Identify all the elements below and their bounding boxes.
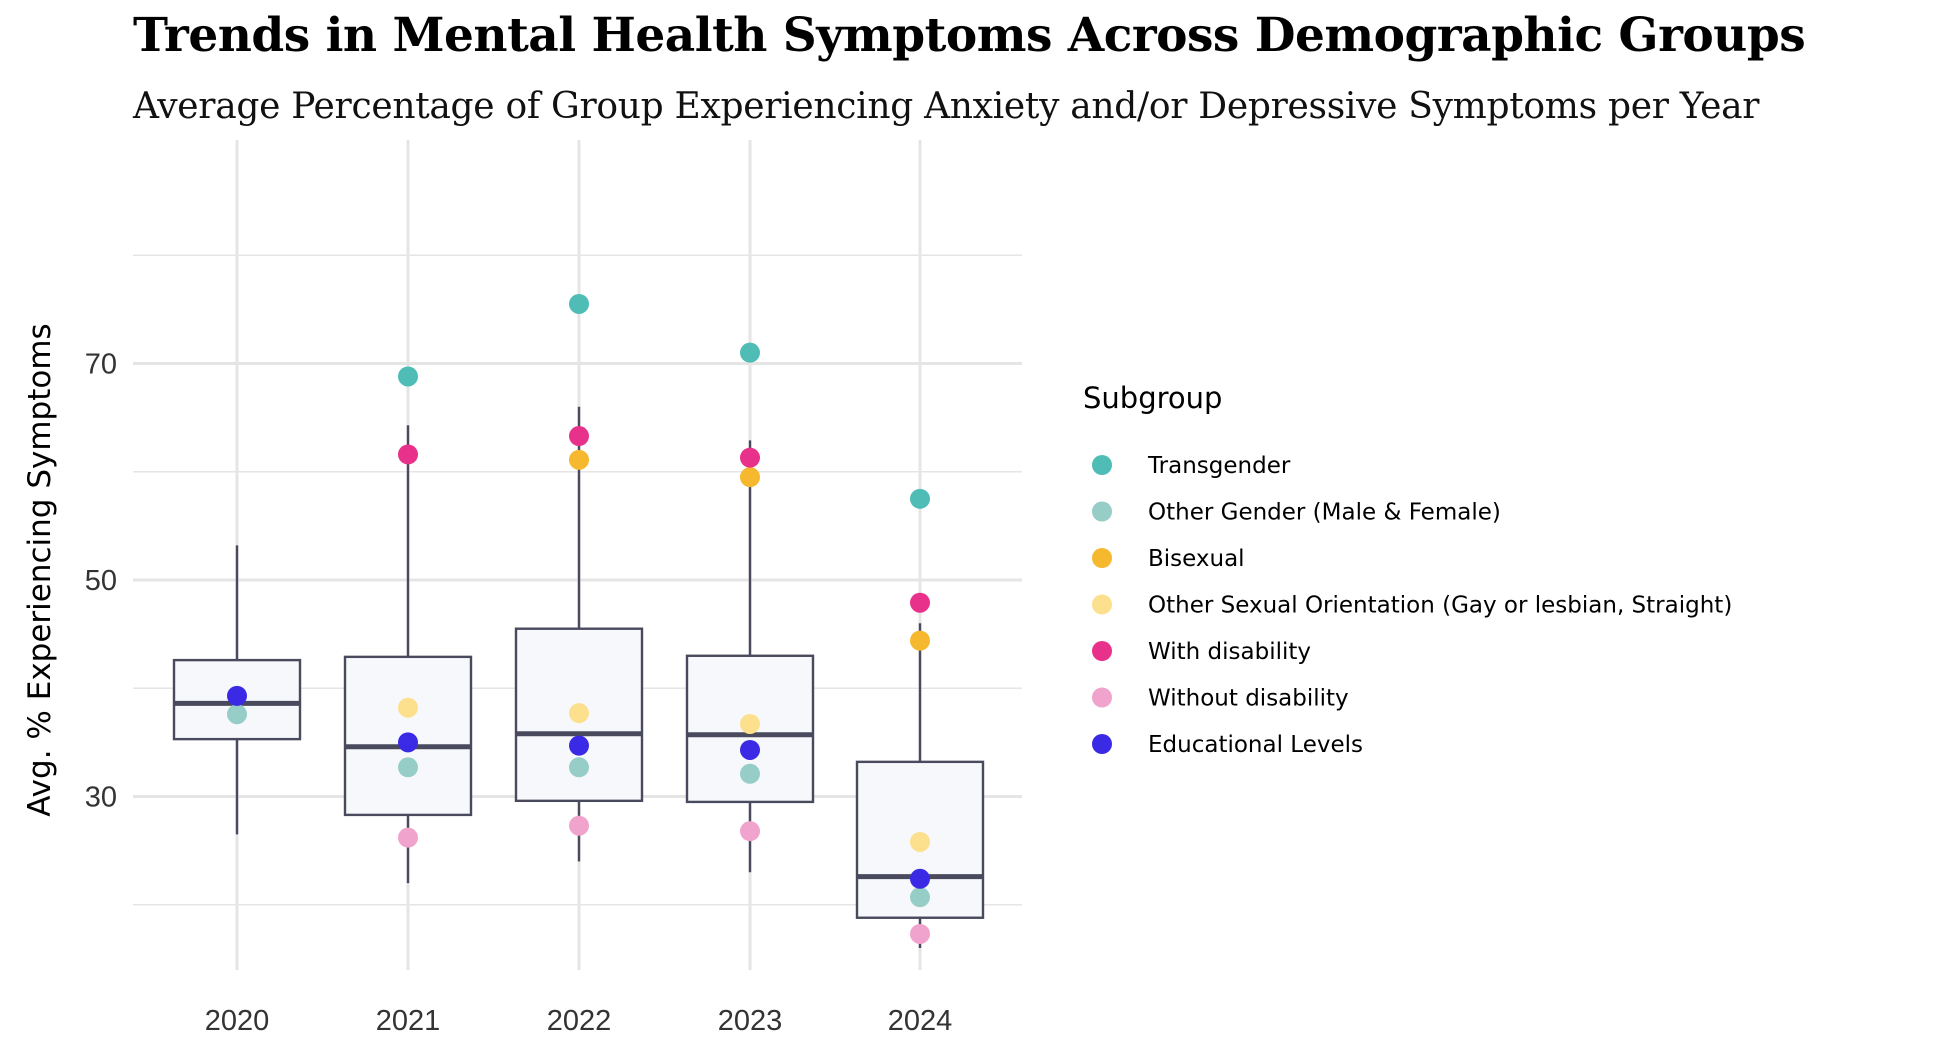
- boxplot-2023: [685, 440, 815, 873]
- point-other-gender-male-female--2022: [569, 757, 589, 778]
- boxplot-2022: [514, 406, 644, 862]
- y-tick-label: 50: [85, 565, 117, 597]
- y-tick-label: 70: [85, 349, 117, 381]
- legend-key: [1092, 594, 1112, 615]
- y-axis-ticks: 30 50 70: [85, 349, 117, 814]
- legend-title: Subgroup: [1083, 381, 1222, 415]
- legend-item: Educational Levels: [1092, 732, 1363, 758]
- legend-key: [1092, 548, 1112, 568]
- point-educational-levels-2022: [569, 735, 589, 756]
- point-bisexual-2024: [910, 630, 930, 651]
- point-educational-levels-2023: [740, 739, 760, 760]
- point-other-gender-male-female--2021: [398, 757, 418, 778]
- x-tick-label: 2022: [547, 1005, 612, 1037]
- legend-item: Transgender: [1092, 453, 1291, 479]
- boxplot-2021: [343, 425, 473, 884]
- point-transgender-2023: [740, 342, 760, 363]
- legend-key: [1092, 687, 1112, 708]
- y-axis-label: Avg. % Experiencing Symptoms: [22, 323, 58, 816]
- point-educational-levels-2024: [910, 868, 930, 889]
- legend-label: Other Sexual Orientation (Gay or lesbian…: [1148, 593, 1732, 619]
- legend-label: With disability: [1148, 639, 1311, 665]
- legend-item: With disability: [1092, 639, 1311, 665]
- point-with-disability-2022: [569, 426, 589, 447]
- point-other-sexual-orientation-gay-or-lesbian-straight--2023: [740, 713, 760, 734]
- y-tick-label: 30: [85, 782, 117, 814]
- point-with-disability-2024: [910, 592, 930, 613]
- legend-item: Other Sexual Orientation (Gay or lesbian…: [1092, 593, 1732, 619]
- point-without-disability-2022: [569, 815, 589, 836]
- legend-key: [1092, 641, 1112, 661]
- chart-subtitle: Average Percentage of Group Experiencing…: [133, 86, 1760, 127]
- data-points: [227, 293, 930, 944]
- point-other-gender-male-female--2023: [740, 763, 760, 784]
- x-tick-label: 2020: [205, 1005, 270, 1037]
- x-tick-label: 2023: [718, 1005, 783, 1037]
- point-transgender-2024: [910, 488, 930, 509]
- legend-label: Bisexual: [1148, 546, 1245, 572]
- point-bisexual-2022: [569, 449, 589, 470]
- point-other-sexual-orientation-gay-or-lesbian-straight--2024: [910, 831, 930, 852]
- legend: Subgroup Transgender Other Gender (Male &…: [1083, 381, 1732, 758]
- point-bisexual-2023: [740, 467, 760, 488]
- x-tick-label: 2021: [376, 1005, 441, 1037]
- point-with-disability-2023: [740, 447, 760, 468]
- x-axis-ticks: 2020 2021 2022 2023 2024: [205, 1005, 953, 1037]
- point-educational-levels-2020: [227, 685, 247, 706]
- legend-label: Without disability: [1148, 686, 1349, 712]
- point-transgender-2022: [569, 293, 589, 314]
- legend-key: [1092, 734, 1112, 754]
- point-transgender-2021: [398, 366, 418, 387]
- x-tick-label: 2024: [888, 1005, 953, 1037]
- point-without-disability-2024: [910, 923, 930, 944]
- legend-key: [1092, 455, 1112, 475]
- point-with-disability-2021: [398, 444, 418, 465]
- point-other-sexual-orientation-gay-or-lesbian-straight--2022: [569, 703, 589, 724]
- legend-item: Bisexual: [1092, 546, 1245, 572]
- chart-title: Trends in Mental Health Symptoms Across …: [133, 8, 1806, 63]
- point-other-gender-male-female--2020: [227, 704, 247, 725]
- legend-key: [1092, 501, 1112, 522]
- legend-label: Other Gender (Male & Female): [1148, 500, 1501, 526]
- legend-item: Other Gender (Male & Female): [1092, 500, 1501, 526]
- legend-label: Transgender: [1147, 453, 1291, 479]
- legend-label: Educational Levels: [1148, 732, 1363, 758]
- point-educational-levels-2021: [398, 732, 418, 753]
- legend-item: Without disability: [1092, 686, 1349, 712]
- point-without-disability-2021: [398, 827, 418, 848]
- point-other-gender-male-female--2024: [910, 887, 930, 908]
- point-other-sexual-orientation-gay-or-lesbian-straight--2021: [398, 697, 418, 718]
- point-without-disability-2023: [740, 821, 760, 842]
